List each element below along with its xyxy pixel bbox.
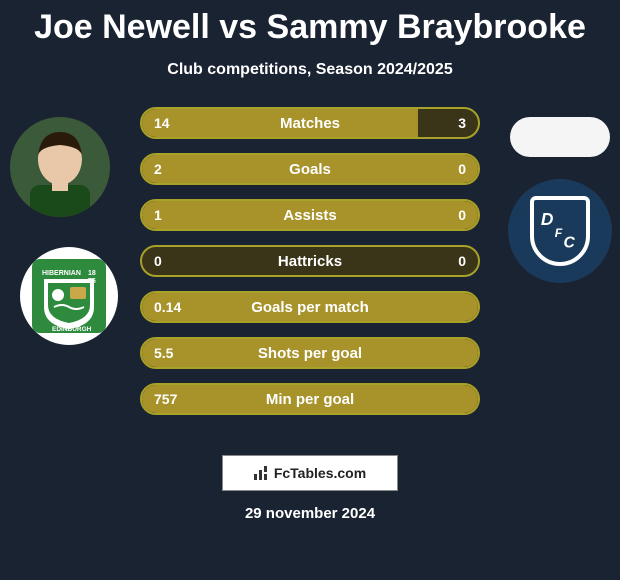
svg-text:EDINBURGH: EDINBURGH	[52, 326, 92, 333]
svg-text:D: D	[541, 209, 554, 229]
stat-label: Hattricks	[142, 253, 478, 270]
stat-row: 0Hattricks0	[140, 245, 480, 277]
player-left-avatar	[10, 117, 110, 217]
fctables-logo-icon	[254, 466, 270, 480]
stat-label: Min per goal	[142, 391, 478, 408]
svg-text:F: F	[555, 226, 563, 240]
page-title: Joe Newell vs Sammy Braybrooke	[0, 0, 620, 47]
stat-label: Goals per match	[142, 299, 478, 316]
stat-row: 0.14Goals per match	[140, 291, 480, 323]
subtitle: Club competitions, Season 2024/2025	[0, 61, 620, 79]
svg-text:HIBERNIAN: HIBERNIAN	[42, 270, 81, 277]
fctables-banner[interactable]: FcTables.com	[222, 455, 398, 491]
dundee-crest-icon: D F C	[530, 196, 590, 266]
club-left-badge: HIBERNIAN 18 75 EDINBURGH	[20, 247, 118, 345]
stat-right-value: 0	[458, 253, 466, 269]
player-left-portrait-icon	[10, 117, 110, 217]
stat-row: 14Matches3	[140, 107, 480, 139]
stat-right-value: 0	[458, 161, 466, 177]
stat-row: 2Goals0	[140, 153, 480, 185]
player-right-avatar	[510, 117, 610, 157]
hibernian-crest-icon: HIBERNIAN 18 75 EDINBURGH	[32, 259, 106, 333]
banner-text: FcTables.com	[274, 465, 366, 481]
stat-row: 757Min per goal	[140, 383, 480, 415]
stat-right-value: 3	[458, 115, 466, 131]
footer-date: 29 november 2024	[0, 505, 620, 522]
stat-row: 5.5Shots per goal	[140, 337, 480, 369]
club-right-badge: D F C	[508, 179, 612, 283]
comparison-content: HIBERNIAN 18 75 EDINBURGH D F C 14Matche…	[0, 107, 620, 447]
stat-row: 1Assists0	[140, 199, 480, 231]
svg-text:18: 18	[88, 270, 96, 277]
stat-label: Goals	[142, 161, 478, 178]
stat-label: Matches	[142, 115, 478, 132]
stats-container: 14Matches32Goals01Assists00Hattricks00.1…	[140, 107, 480, 429]
stat-label: Shots per goal	[142, 345, 478, 362]
stat-right-value: 0	[458, 207, 466, 223]
stat-label: Assists	[142, 207, 478, 224]
svg-text:C: C	[563, 234, 575, 251]
